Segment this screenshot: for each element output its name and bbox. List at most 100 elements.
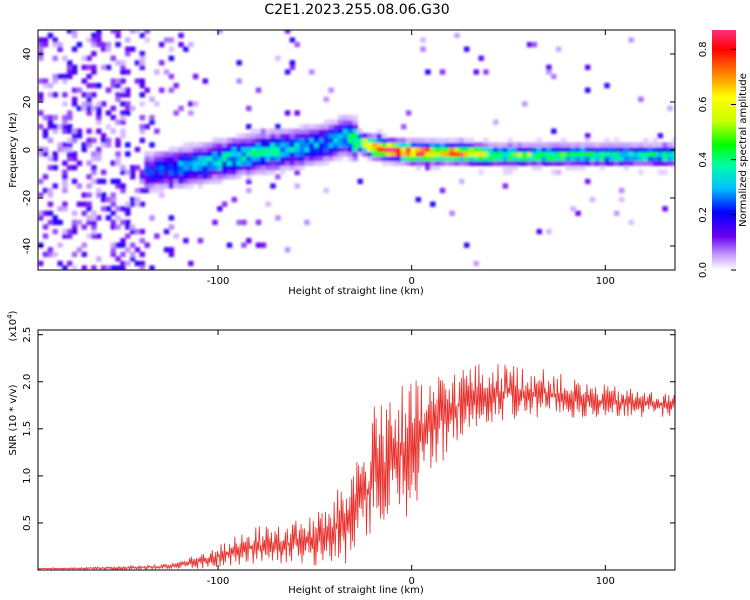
heatmap-cell (251, 156, 257, 162)
heatmap-cell (662, 142, 668, 148)
heatmap-cell (197, 165, 204, 171)
heatmap-cell (425, 142, 431, 148)
heatmap-cell (110, 128, 116, 134)
heatmap-cell (376, 128, 383, 134)
heatmap-cell (284, 156, 291, 162)
heatmap-cell (347, 142, 354, 148)
heatmap-cell (246, 146, 252, 153)
heatmap-cell (120, 128, 126, 134)
heatmap-cell (342, 146, 349, 153)
heatmap-cell (125, 219, 131, 225)
heatmap-cell (323, 160, 329, 166)
heatmap-cell (347, 133, 354, 139)
heatmap-cell (464, 242, 470, 248)
heatmap-cell (47, 124, 54, 130)
heatmap-cell (647, 142, 654, 148)
heatmap-cell (231, 169, 237, 175)
heatmap-cell (91, 92, 97, 98)
heatmap-cell (47, 32, 54, 39)
heatmap-cell (231, 174, 237, 180)
heatmap-cell (623, 165, 630, 171)
heatmap-cell (609, 146, 615, 153)
heatmap-cell (367, 137, 373, 143)
snr-xtick-label: 100 (596, 576, 615, 587)
heatmap-cell (628, 151, 634, 157)
heatmap-cell (125, 210, 131, 216)
heatmap-cell (86, 105, 92, 111)
heatmap-cell (309, 146, 315, 153)
heatmap-cell (434, 151, 441, 157)
heatmap-cell (260, 128, 267, 134)
heatmap-cell (323, 133, 329, 139)
heatmap-cell (478, 160, 484, 166)
heatmap-cell (139, 55, 145, 61)
heatmap-cell (270, 146, 276, 153)
heatmap-cell (507, 160, 513, 166)
heatmap-cell (241, 160, 247, 166)
heatmap-cell (130, 165, 136, 171)
heatmap-cell (478, 55, 484, 61)
heatmap-cell (473, 146, 479, 153)
heatmap-cell (139, 32, 145, 39)
heatmap-cell (149, 265, 155, 270)
heatmap-cell (299, 137, 305, 143)
heatmap-cell (270, 133, 276, 139)
heatmap-cell (149, 96, 155, 102)
heatmap-cell (144, 151, 150, 157)
heatmap-cell (420, 142, 426, 148)
heatmap-cell (86, 92, 92, 98)
heatmap-cell (614, 146, 620, 153)
heatmap-cell (551, 146, 557, 153)
heatmap-cell (202, 169, 208, 175)
heatmap-cell (71, 178, 78, 184)
heatmap-cell (667, 105, 673, 111)
heatmap-cell (478, 156, 484, 162)
heatmap-cell (473, 69, 479, 75)
heatmap-cell (38, 37, 44, 43)
heatmap-cell (410, 142, 417, 148)
heatmap-cell (565, 165, 571, 171)
heatmap-cell (47, 119, 54, 125)
heatmap-cell (546, 142, 552, 148)
heatmap-cell (347, 151, 354, 157)
heatmap-cell (260, 133, 267, 139)
heatmap-cell (188, 42, 194, 48)
heatmap-cell (47, 219, 54, 225)
heatmap-cell (125, 46, 131, 52)
heatmap-cell (52, 42, 58, 48)
heatmap-cell (57, 146, 63, 153)
heatmap-cell (149, 169, 155, 175)
heatmap-cell (47, 251, 54, 257)
heatmap-cell (347, 115, 354, 121)
heatmap-cell (96, 115, 102, 121)
heatmap-cell (212, 137, 218, 143)
heatmap-cell (333, 151, 339, 157)
heatmap-cell (154, 233, 160, 239)
heatmap-cell (207, 156, 213, 162)
heatmap-cell (357, 151, 363, 157)
heatmap-cell (493, 151, 499, 157)
heatmap-cell (192, 178, 199, 184)
heatmap-cell (304, 128, 310, 134)
heatmap-cell (47, 201, 54, 207)
heatmap-cell (236, 133, 242, 139)
heatmap-cell (536, 146, 542, 153)
heatmap-cell (217, 30, 223, 34)
heatmap-cell (420, 137, 426, 143)
heatmap-cell (459, 142, 465, 148)
heatmap-cell (309, 137, 315, 143)
heatmap-cell (255, 133, 262, 139)
heatmap-cell (173, 174, 179, 180)
heatmap-cell (236, 137, 242, 143)
heatmap-cell (241, 146, 247, 153)
heatmap-cell (647, 156, 654, 162)
heatmap-cell (638, 151, 644, 157)
heatmap-cell (115, 92, 121, 98)
heatmap-cell (294, 183, 300, 189)
heatmap-cell (86, 174, 92, 180)
heatmap-cell (299, 146, 305, 153)
heatmap-cell (91, 64, 97, 70)
colorbar-tick-label: 0.4 (698, 152, 709, 168)
heatmap-cell (52, 78, 58, 84)
heatmap-cell (251, 142, 257, 148)
